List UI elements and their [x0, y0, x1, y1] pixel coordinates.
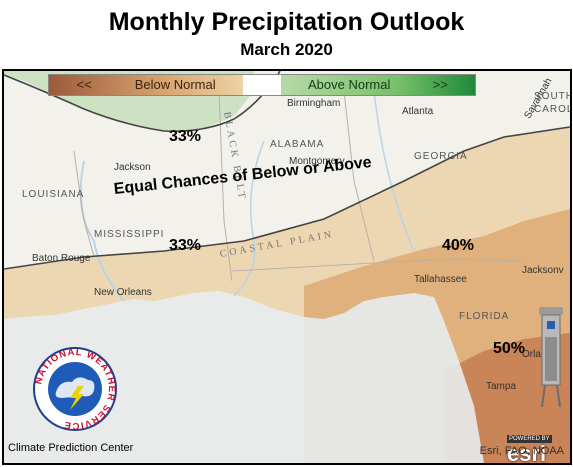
city-montgomery: Montgomery [289, 156, 345, 167]
state-louisiana: LOUISIANA [22, 189, 85, 200]
state-florida: FLORIDA [459, 311, 510, 322]
map-title: Monthly Precipitation Outlook [108, 8, 465, 36]
city-baton-rouge: Baton Rouge [32, 253, 91, 264]
credit-cpc: Climate Prediction Center [8, 442, 134, 454]
city-atlanta: Atlanta [402, 106, 434, 117]
state-alabama: ALABAMA [270, 139, 325, 150]
city-jackson: Jackson [114, 162, 151, 173]
state-carolina: CAROL [534, 104, 572, 115]
gulf-water [4, 291, 484, 463]
border-al-ga [343, 90, 375, 262]
legend-neutral [243, 75, 281, 95]
state-south: SOUTH [534, 91, 572, 102]
pct-below-west: 33% [169, 237, 202, 254]
city-tallahassee: Tallahassee [414, 274, 467, 285]
esri-powered-by: POWERED BY [507, 435, 552, 443]
river-chatt [373, 90, 415, 252]
map-subtitle: March 2020 [240, 40, 333, 59]
legend-above-arrows: >> [432, 77, 448, 92]
above-boundary-line [4, 71, 281, 133]
legend-below-label: Below Normal [134, 77, 216, 92]
state-georgia: GEORGIA [414, 151, 468, 162]
city-new-orleans: New Orleans [94, 287, 152, 298]
esri-logo[interactable]: POWERED BY esri [507, 427, 561, 463]
river-mississippi [79, 160, 125, 302]
pct-below-east: 40% [442, 237, 475, 254]
pct-below-south: 50% [493, 340, 526, 357]
city-birmingham: Birmingham [287, 98, 341, 109]
esri-wordmark: esri [507, 441, 547, 465]
map-frame[interactable]: << Below Normal Above Normal >> Birmingh… [2, 69, 572, 465]
pct-above-north: 33% [169, 128, 202, 145]
river-alabama [233, 140, 265, 297]
city-orlando: Orlando [522, 349, 558, 360]
legend-below-arrows: << [76, 77, 92, 92]
legend-below: << Below Normal [49, 75, 244, 95]
below-boundary-line [4, 126, 570, 270]
city-tampa: Tampa [486, 381, 517, 392]
credit-attribution: Esri, FAO, NOAA [479, 445, 564, 457]
border-la-ms [73, 150, 95, 257]
legend: << Below Normal Above Normal >> [48, 74, 476, 96]
city-jacksonville: Jacksonv [522, 265, 564, 276]
map-canvas [4, 71, 570, 463]
border-fl [231, 258, 525, 272]
legend-above: Above Normal >> [280, 75, 475, 95]
legend-above-label: Above Normal [308, 77, 391, 92]
state-mississippi: MISSISSIPPI [94, 229, 165, 240]
border-ms-al [218, 90, 233, 282]
